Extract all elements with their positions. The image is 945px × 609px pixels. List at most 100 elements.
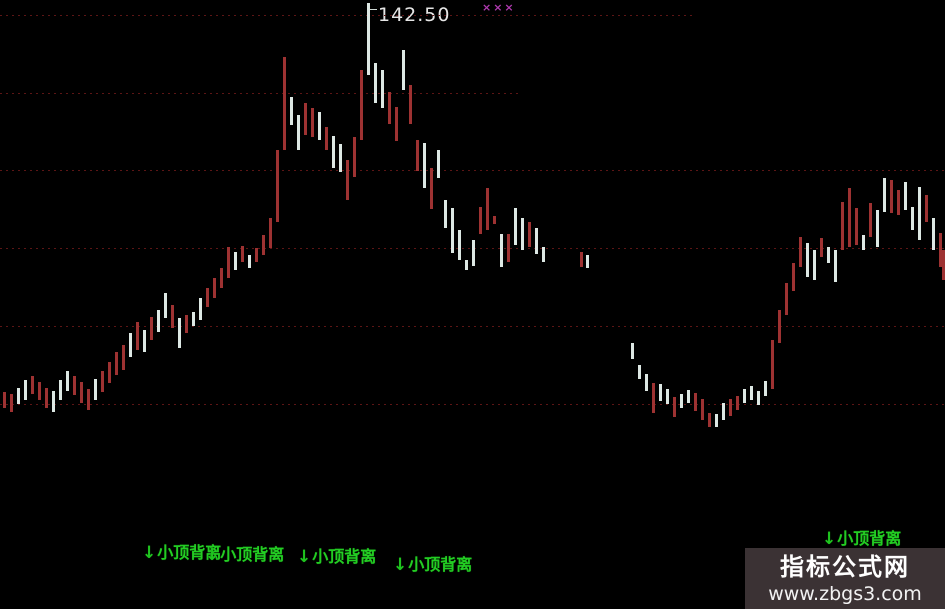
candle bbox=[17, 388, 20, 404]
candle bbox=[297, 115, 300, 150]
candle bbox=[500, 234, 503, 267]
candle bbox=[31, 376, 34, 394]
candle bbox=[514, 208, 517, 245]
candle bbox=[876, 210, 879, 247]
candle bbox=[507, 234, 510, 262]
candle bbox=[757, 391, 760, 405]
candle bbox=[535, 228, 538, 254]
candle bbox=[262, 235, 265, 255]
candle bbox=[444, 200, 447, 228]
candle bbox=[213, 278, 216, 298]
candle bbox=[486, 188, 489, 230]
candle bbox=[325, 127, 328, 150]
candle bbox=[157, 310, 160, 332]
price-gridline bbox=[0, 15, 692, 16]
down-arrow-icon: ↓ bbox=[297, 547, 312, 567]
candle bbox=[722, 403, 725, 420]
candle bbox=[764, 381, 767, 396]
candle bbox=[122, 345, 125, 370]
candle bbox=[465, 260, 468, 270]
candle bbox=[932, 218, 935, 250]
candle bbox=[521, 218, 524, 250]
candle bbox=[24, 380, 27, 400]
candle bbox=[673, 397, 676, 417]
candle bbox=[185, 315, 188, 333]
candle bbox=[346, 160, 349, 200]
candle bbox=[178, 318, 181, 348]
candle bbox=[834, 250, 837, 282]
candle bbox=[792, 263, 795, 291]
divergence-annotation: ↓小顶背离 bbox=[393, 551, 472, 575]
candle bbox=[694, 393, 697, 411]
watermark-site-url: www.zbgs3.com bbox=[768, 583, 922, 605]
candle bbox=[652, 383, 655, 413]
candle bbox=[862, 235, 865, 250]
candle bbox=[715, 414, 718, 427]
divergence-annotation: ↓小顶背离 bbox=[822, 525, 901, 549]
down-arrow-icon: ↓ bbox=[142, 543, 157, 563]
candle bbox=[276, 150, 279, 222]
candle bbox=[423, 143, 426, 188]
candle bbox=[129, 333, 132, 357]
divergence-label-text: 小顶背离 bbox=[837, 529, 902, 548]
candle bbox=[45, 388, 48, 408]
price-gridline bbox=[0, 326, 945, 327]
candle bbox=[799, 237, 802, 267]
divergence-annotation: ↓小顶背离 bbox=[297, 543, 376, 567]
candle bbox=[806, 243, 809, 277]
candle bbox=[353, 137, 356, 177]
candle bbox=[493, 216, 496, 224]
candle bbox=[897, 190, 900, 215]
candle bbox=[680, 394, 683, 408]
candle bbox=[143, 330, 146, 352]
down-arrow-icon: ↓ bbox=[393, 555, 408, 575]
candle bbox=[869, 203, 872, 237]
candle bbox=[430, 168, 433, 209]
candle bbox=[472, 240, 475, 266]
candle bbox=[638, 365, 641, 379]
candle bbox=[743, 389, 746, 403]
candle bbox=[241, 246, 244, 262]
candle bbox=[101, 371, 104, 392]
candle bbox=[883, 178, 886, 212]
candle bbox=[290, 97, 293, 125]
candle bbox=[750, 386, 753, 400]
divergence-annotation: ↓小顶背离 bbox=[142, 539, 221, 563]
candle bbox=[94, 379, 97, 400]
candle bbox=[580, 252, 583, 267]
candle bbox=[66, 371, 69, 391]
candle bbox=[248, 255, 251, 268]
candle bbox=[701, 399, 704, 420]
candle bbox=[451, 208, 454, 253]
candle bbox=[736, 396, 739, 410]
candle bbox=[542, 247, 545, 262]
candle bbox=[479, 207, 482, 234]
candle bbox=[52, 391, 55, 412]
candle bbox=[150, 317, 153, 340]
candle bbox=[666, 389, 669, 404]
candle bbox=[771, 340, 774, 389]
candle bbox=[687, 390, 690, 403]
candle bbox=[115, 352, 118, 375]
price-gridline bbox=[0, 404, 945, 405]
candle bbox=[171, 305, 174, 328]
candle bbox=[339, 144, 342, 172]
candle bbox=[374, 63, 377, 103]
candle bbox=[108, 362, 111, 383]
candle bbox=[255, 248, 258, 262]
candle bbox=[890, 180, 893, 213]
candle bbox=[645, 374, 648, 391]
divergence-label-text: 小顶背离 bbox=[408, 555, 473, 574]
candle bbox=[855, 208, 858, 245]
candle bbox=[304, 103, 307, 135]
candle bbox=[416, 140, 419, 171]
candle bbox=[820, 238, 823, 257]
candle bbox=[87, 389, 90, 410]
top-cross-markers: ××× bbox=[482, 1, 516, 14]
candle bbox=[38, 382, 41, 400]
candle bbox=[659, 384, 662, 401]
candle bbox=[631, 343, 634, 359]
candle bbox=[199, 298, 202, 320]
peak-pointer-hook bbox=[368, 9, 377, 10]
